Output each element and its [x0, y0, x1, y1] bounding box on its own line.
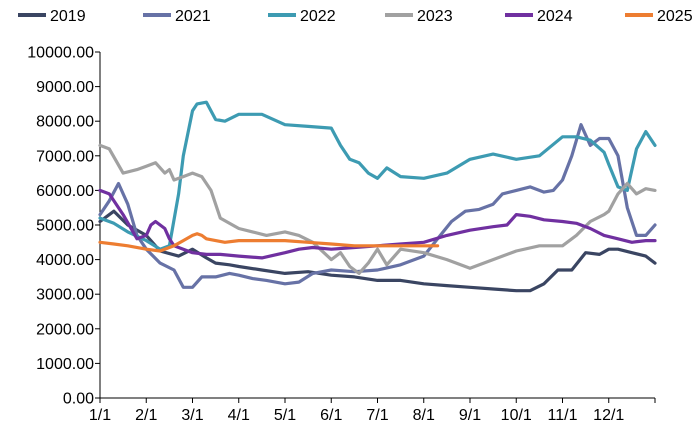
x-tick-label: 8/1 — [413, 407, 435, 424]
series-line-2024 — [98, 188, 657, 260]
y-tick-label: 10000.00 — [27, 45, 94, 62]
legend-item-2019: 2019 — [18, 8, 86, 25]
x-tick-label: 3/1 — [181, 407, 203, 424]
y-tick-label: 4000.00 — [36, 252, 94, 269]
x-tick-label: 6/1 — [320, 407, 342, 424]
x-tick-label: 7/1 — [366, 407, 388, 424]
legend-label: 2024 — [537, 8, 573, 25]
series-layer — [98, 100, 657, 293]
legend-item-2025: 2025 — [625, 8, 693, 25]
x-tick-label: 4/1 — [228, 407, 250, 424]
y-tick-label: 9000.00 — [36, 79, 94, 96]
y-tick-label: 3000.00 — [36, 287, 94, 304]
legend-label: 2021 — [175, 8, 211, 25]
x-tick-label: 5/1 — [274, 407, 296, 424]
legend-item-2021: 2021 — [143, 8, 211, 25]
x-axis: 1/1 2/1 3/1 4/1 5/1 6/1 7/1 8/1 9/1 10/1 11/1 12/1 — [89, 397, 656, 424]
legend-label: 2019 — [50, 8, 86, 25]
legend-item-2024: 2024 — [505, 8, 573, 25]
y-axis: 0.00 1000.00 2000.00 3000.00 4000.00 5000.00 6… — [27, 45, 101, 408]
legend-item-2023: 2023 — [385, 8, 453, 25]
y-tick-label: 0.00 — [63, 391, 94, 408]
x-tick-label: 10/1 — [501, 407, 532, 424]
legend-label: 2025 — [657, 8, 693, 25]
legend-item-2022: 2022 — [268, 8, 336, 25]
series-line-2022 — [98, 100, 657, 251]
series-line-2019 — [98, 209, 657, 293]
x-tick-label: 9/1 — [459, 407, 481, 424]
y-tick-label: 2000.00 — [36, 321, 94, 338]
x-tick-label: 1/1 — [89, 407, 111, 424]
y-tick-label: 7000.00 — [36, 148, 94, 165]
y-tick-label: 5000.00 — [36, 218, 94, 235]
x-tick-label: 2/1 — [135, 407, 157, 424]
series-line-2023 — [98, 143, 657, 275]
legend: 2019 2021 2022 2023 2024 2025 — [18, 8, 693, 25]
y-tick-label: 8000.00 — [36, 114, 94, 131]
x-tick-label: 12/1 — [593, 407, 624, 424]
y-tick-label: 6000.00 — [36, 183, 94, 200]
legend-label: 2022 — [300, 8, 336, 25]
y-tick-label: 1000.00 — [36, 356, 94, 373]
x-tick-label: 11/1 — [548, 407, 578, 424]
legend-label: 2023 — [417, 8, 453, 25]
series-line-2025 — [98, 232, 440, 253]
